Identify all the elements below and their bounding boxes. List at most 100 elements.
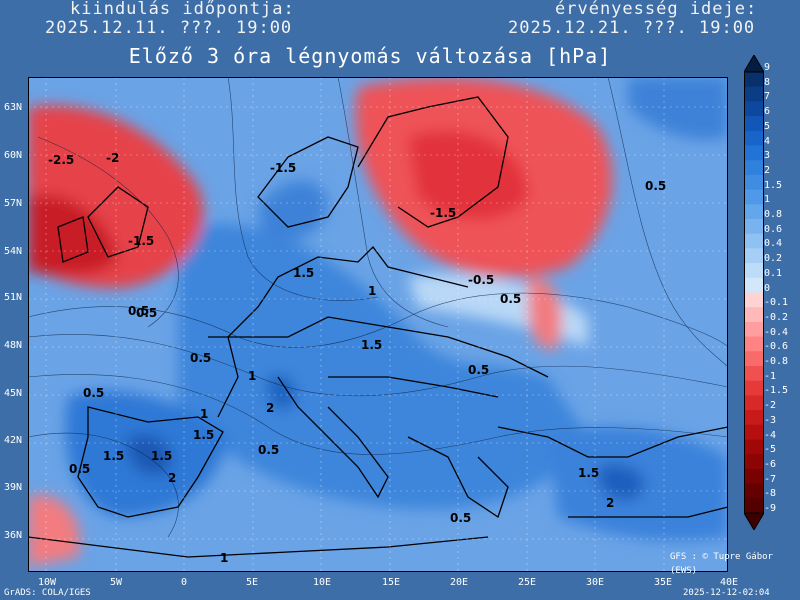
colorbar-swatch — [744, 72, 764, 88]
contour-label: 1 — [200, 407, 208, 421]
colorbar-level-label: -3 — [764, 414, 777, 426]
contour-label: -1.5 — [270, 161, 296, 175]
colorbar-level-label: 6 — [764, 106, 771, 118]
colorbar-swatch — [744, 101, 764, 117]
contour-label: 1.5 — [103, 449, 124, 463]
colorbar-level-label: 3 — [764, 150, 771, 162]
colorbar-swatch — [744, 439, 764, 455]
contour-label: -0.5 — [468, 273, 494, 287]
colorbar-level-label: 0.4 — [764, 238, 783, 250]
colorbar-swatch — [744, 277, 764, 293]
colorbar-level-label: 0.8 — [764, 209, 783, 220]
colorbar-swatch — [744, 204, 764, 220]
contour-label: 0.5 — [83, 386, 104, 400]
contour-label: 2 — [168, 471, 176, 485]
colorbar-level-label: -0.8 — [764, 356, 789, 367]
contour-label: 0.5 — [258, 443, 279, 457]
colorbar — [744, 55, 764, 530]
colorbar-swatch — [744, 366, 764, 382]
map-frame — [28, 77, 728, 572]
contour-label: 1.5 — [361, 338, 382, 352]
colorbar-level-label: -7 — [764, 473, 777, 485]
colorbar-swatch — [744, 336, 764, 352]
lon-label: 20E — [450, 577, 469, 588]
colorbar-frame — [744, 71, 764, 514]
lon-label: 0 — [181, 577, 188, 588]
map-title: Előző 3 óra légnyomás változása [hPa] — [128, 44, 612, 68]
colorbar-level-label: 0.2 — [764, 253, 783, 265]
lon-label: 10W — [38, 577, 57, 588]
lon-label: 10E — [313, 577, 332, 588]
contour-label: 1 — [220, 551, 228, 565]
colorbar-swatch — [744, 498, 764, 514]
colorbar-level-label: -0.2 — [764, 311, 789, 323]
contour-label: -1.5 — [430, 206, 456, 220]
contour-label: 0.5 — [645, 179, 666, 193]
colorbar-level-label: -5 — [764, 444, 777, 456]
contour-label: 0.5 — [450, 511, 471, 525]
lon-label: 15E — [382, 577, 401, 588]
contour-label: 1.5 — [151, 449, 172, 463]
lon-label: 5E — [246, 577, 259, 588]
lon-label: 5W — [110, 577, 123, 588]
contour-label: 0.5 — [190, 351, 211, 365]
contour-label: 0.5 — [128, 304, 149, 318]
colorbar-level-label: -9 — [764, 503, 777, 514]
lat-label: 48N — [4, 340, 23, 351]
lon-label: 25E — [518, 577, 537, 588]
colorbar-swatch — [744, 468, 764, 485]
lat-label: 57N — [4, 198, 23, 209]
colorbar-level-label: 7 — [764, 91, 771, 103]
contour-label: 1.5 — [193, 428, 214, 442]
contour-label: 1.5 — [578, 466, 599, 480]
colorbar-level-label: 1.5 — [764, 179, 783, 191]
contour-labels: -2.5 -2 -1.5 -1.5 -1.5 1.5 1 0.5 0.5 0.5… — [48, 151, 666, 565]
colorbar-swatch — [744, 233, 764, 249]
colorbar-swatch — [744, 116, 764, 132]
contour-label: 1.5 — [293, 266, 314, 280]
contour-label: -1.5 — [128, 234, 154, 248]
contour-label: 2 — [266, 401, 274, 415]
graticule — [28, 77, 728, 572]
contour-label: 0.5 — [500, 292, 521, 306]
colorbar-arrow-bottom — [744, 512, 764, 530]
coastlines — [28, 96, 728, 558]
colorbar-level-label: 0.6 — [764, 223, 783, 235]
contour-label: 0.5 — [69, 462, 90, 476]
colorbar-swatch — [744, 189, 764, 205]
colorbar-swatch — [744, 145, 764, 161]
isolines — [28, 77, 728, 538]
colorbar-swatch — [744, 351, 764, 367]
colorbar-level-label: -4 — [764, 429, 777, 441]
contour-label: 2 — [606, 496, 614, 510]
colorbar-level-label: -1 — [764, 370, 777, 382]
colorbar-level-label: 8 — [764, 76, 771, 88]
lat-label: 51N — [4, 292, 23, 303]
colorbar-swatch — [744, 292, 764, 308]
grads-credit: GrADS: COLA/IGES — [4, 588, 91, 598]
model-credit: GFS : © Tupre Gábor (EWS) — [670, 552, 773, 576]
lat-label: 60N — [4, 150, 23, 161]
lat-label: 42N — [4, 435, 23, 446]
colorbar-swatch — [744, 380, 764, 396]
contour-label: 0.5 — [468, 363, 489, 377]
valid-time-value: 2025.12.21. ???. 19:00 — [508, 18, 756, 38]
colorbar-level-label: -1.5 — [764, 385, 789, 397]
contour-label: 0.5 — [136, 306, 157, 320]
colorbar-swatch — [744, 483, 764, 499]
lon-label: 35E — [654, 577, 673, 588]
lat-label: 45N — [4, 388, 23, 399]
lat-label: 36N — [4, 530, 23, 541]
colorbar-swatch — [744, 160, 764, 176]
contour-label: 1 — [368, 284, 376, 298]
colorbar-level-label: 0.1 — [764, 267, 783, 279]
pressure-field — [28, 77, 728, 567]
generated-timestamp: 2025-12-12-02:04 — [683, 588, 770, 598]
colorbar-swatch — [744, 130, 764, 146]
colorbar-swatch — [744, 263, 764, 279]
colorbar-level-label: -0.1 — [764, 297, 789, 309]
colorbar-swatch — [744, 219, 764, 235]
lat-label: 54N — [4, 246, 23, 257]
lat-label: 39N — [4, 482, 23, 493]
colorbar-swatch — [744, 454, 764, 470]
